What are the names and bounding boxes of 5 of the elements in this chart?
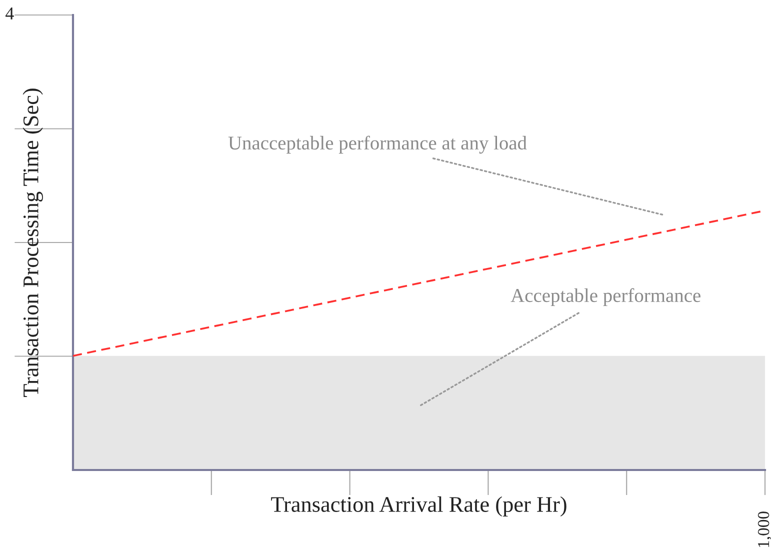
x-axis-title: Transaction Arrival Rate (per Hr) (271, 496, 566, 516)
annotation: Acceptable performance (510, 288, 700, 306)
text: 4 (6, 7, 14, 20)
text: Unacceptable performance at any load (228, 136, 527, 154)
y-axis-title: Transaction Processing Time (Sec) (22, 88, 43, 397)
